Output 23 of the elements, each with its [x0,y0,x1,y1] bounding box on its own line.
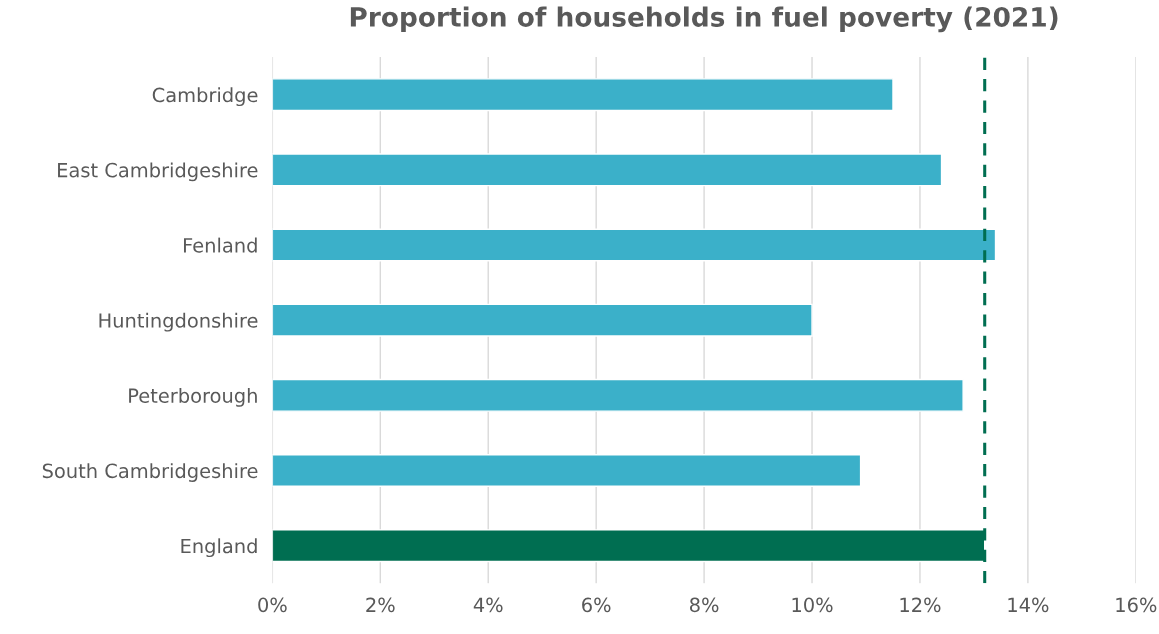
chart-title: Proportion of households in fuel poverty (2021) [350,6,1058,33]
x-tick-label: 0% [258,597,287,613]
y-tick-label: Fenland [184,237,257,253]
bar [272,378,964,412]
y-tick-label: South Cambridgeshire [42,463,258,482]
x-tick-label: 14% [1008,597,1049,613]
y-tick-label: Huntingdonshire [99,312,258,332]
x-tick-label: 8% [689,597,719,613]
x-tick-label: 12% [900,597,941,613]
bar [272,454,862,488]
y-tick-label: Cambridge [152,87,258,107]
bar [272,303,813,337]
y-tick-label: England [181,538,257,558]
x-tick-label: 4% [473,597,503,613]
y-tick-label: Peterborough [129,387,257,407]
x-tick-label: 16% [1116,597,1157,613]
bar [272,153,943,187]
x-tick-label: 6% [582,597,611,613]
bar [272,78,894,112]
y-tick-label: East Cambridgeshire [58,162,258,182]
bar [272,228,997,262]
x-tick-label: 10% [792,597,833,613]
x-tick-label: 2% [366,597,395,613]
